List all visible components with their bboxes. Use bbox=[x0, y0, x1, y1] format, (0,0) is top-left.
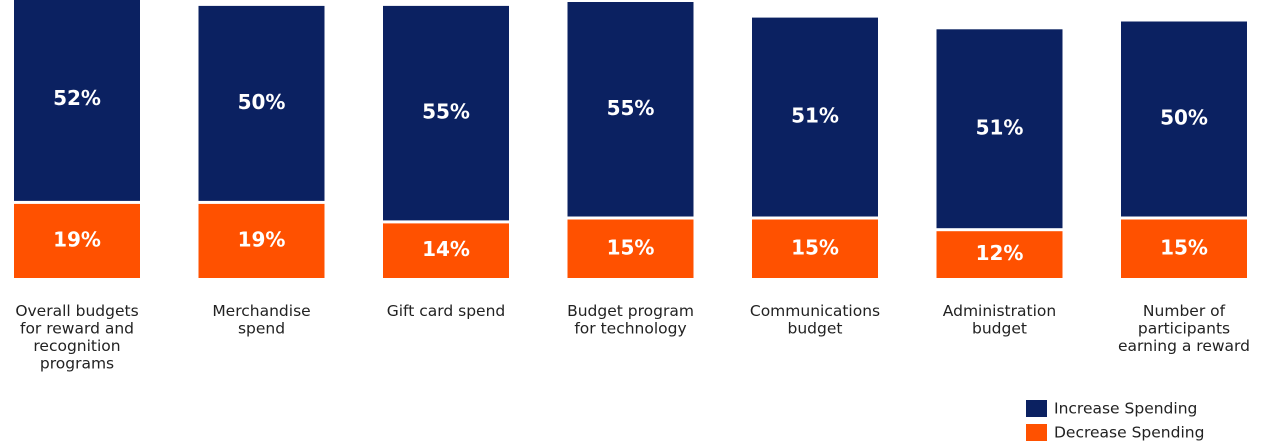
bar-decrease-5 bbox=[936, 231, 1063, 278]
category-label-0: Overall budgets for reward and recognition… bbox=[15, 302, 138, 373]
value-label-decrease-1: 19% bbox=[238, 227, 286, 251]
value-label-decrease-4: 15% bbox=[791, 235, 839, 259]
value-label-increase-0: 52% bbox=[53, 86, 101, 110]
value-label-increase-2: 55% bbox=[422, 100, 470, 124]
bar-increase-1 bbox=[198, 5, 325, 201]
value-label-increase-1: 50% bbox=[238, 90, 286, 114]
bar-decrease-0 bbox=[14, 203, 140, 278]
category-label-5: Administration budget bbox=[943, 302, 1056, 338]
legend-swatch-0 bbox=[1026, 400, 1047, 417]
bar-increase-3 bbox=[567, 2, 694, 217]
bar-decrease-2 bbox=[383, 223, 509, 278]
bar-decrease-1 bbox=[198, 203, 325, 278]
bar-increase-4 bbox=[752, 17, 878, 217]
value-label-increase-4: 51% bbox=[791, 104, 839, 128]
bars-group bbox=[14, 0, 1247, 278]
value-label-decrease-6: 15% bbox=[1160, 235, 1208, 259]
category-label-1: Merchandise spend bbox=[212, 302, 310, 338]
value-label-increase-5: 51% bbox=[976, 115, 1024, 139]
legend-swatch-1 bbox=[1026, 424, 1047, 441]
value-label-decrease-0: 19% bbox=[53, 227, 101, 251]
category-labels-group: Overall budgets for reward and recognition… bbox=[15, 302, 1250, 373]
bar-decrease-4 bbox=[752, 219, 878, 278]
legend: Increase Spending Decrease Spending bbox=[1026, 400, 1204, 442]
bar-increase-0 bbox=[14, 0, 140, 201]
value-label-decrease-3: 15% bbox=[607, 235, 655, 259]
value-label-increase-6: 50% bbox=[1160, 106, 1208, 130]
bar-decrease-3 bbox=[567, 219, 694, 278]
legend-label-1: Decrease Spending bbox=[1054, 424, 1204, 442]
category-label-6: Number of participants earning a reward bbox=[1118, 302, 1250, 355]
value-labels-group: 19% 52% 19% 50% 14% 55% 15% 55% 15% 51% 12% 51% 15% 5… bbox=[53, 86, 1208, 265]
bar-decrease-6 bbox=[1121, 219, 1247, 278]
value-label-increase-3: 55% bbox=[607, 96, 655, 120]
category-label-2: Gift card spend bbox=[387, 302, 506, 320]
bar-increase-2 bbox=[383, 5, 509, 221]
bar-increase-6 bbox=[1121, 21, 1247, 217]
legend-label-0: Increase Spending bbox=[1054, 400, 1197, 418]
category-label-3: Budget program for technology bbox=[567, 302, 694, 338]
value-label-decrease-2: 14% bbox=[422, 237, 470, 261]
value-label-decrease-5: 12% bbox=[976, 241, 1024, 265]
category-label-4: Communications budget bbox=[750, 302, 880, 338]
bar-increase-5 bbox=[936, 29, 1063, 229]
